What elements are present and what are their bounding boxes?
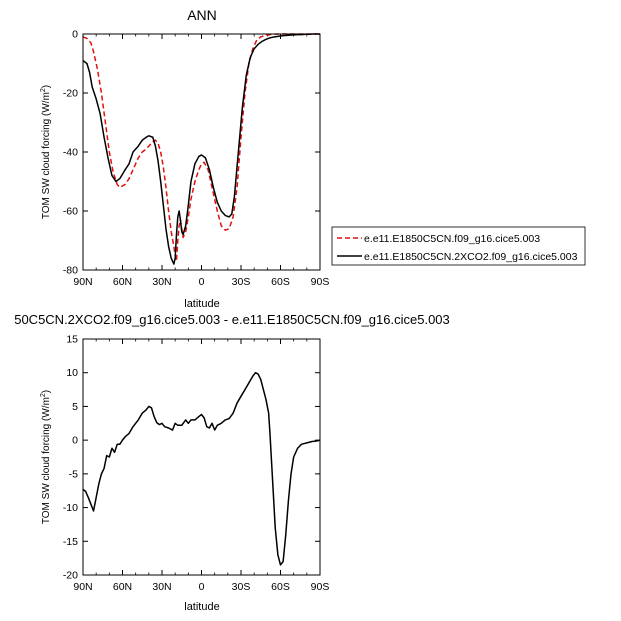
top-chart-y-label-sup: 2 [40,88,47,92]
series-line-1 [82,371,321,566]
legend: e.e11.E1850C5CN.f09_g16.cice5.003 e.e11.… [331,226,586,266]
top-chart-series-group [82,33,320,265]
series-line-1 [82,33,320,262]
bottom-chart-y-label-sup: 2 [40,393,47,397]
x-tick-label: 0 [199,581,205,593]
bottom-chart-frame [82,338,321,576]
top-chart-title: ANN [187,7,217,23]
bottom-chart-panel: 50C5CN.2XCO2.f09_g16.cice5.003 - e.e11.E… [14,312,450,613]
x-tick-label: 30S [232,276,251,288]
x-tick-label: 30N [152,276,171,288]
bottom-chart-series-group [82,371,321,566]
top-chart-frame [82,33,321,271]
y-tick-label: -5 [69,468,78,480]
x-tick-label: 60S [271,581,290,593]
x-tick-label: 90S [311,276,330,288]
top-chart-y-label-main: TOM SW cloud forcing (W/m [41,92,52,219]
y-tick-label: -40 [63,147,78,159]
top-chart-x-axis-label: latitude [184,298,219,310]
series-line-2 [82,33,320,265]
bottom-chart-x-axis-label: latitude [184,601,219,613]
x-tick-label: 60S [271,276,290,288]
y-tick-label: -60 [63,206,78,218]
top-chart-ticks: 90N 60N 30N 0 30S 60S 90S 0 -20 -40 -60 -80 [63,29,330,289]
bottom-chart-title: 50C5CN.2XCO2.f09_g16.cice5.003 - e.e11.E… [14,312,450,327]
y-tick-label: -15 [63,536,78,548]
x-tick-label: 30N [152,581,171,593]
legend-label-series-1: e.e11.E1850C5CN.f09_g16.cice5.003 [364,233,540,245]
bottom-chart-y-label-main: TOM SW cloud forcing (W/m [41,397,52,524]
y-tick-label: -80 [63,265,78,277]
bottom-chart-y-axis-label: TOM SW cloud forcing (W/m2) [40,390,52,524]
y-tick-label: -10 [63,502,78,514]
x-tick-label: 0 [199,276,205,288]
legend-box [331,226,586,266]
bottom-chart-y-label-close: ) [41,390,52,393]
x-tick-label: 60N [113,276,132,288]
x-tick-label: 90N [73,276,92,288]
x-tick-label: 60N [113,581,132,593]
legend-label-series-2: e.e11.E1850C5CN.2XCO2.f09_g16.cice5.003 [364,251,578,263]
top-chart-y-label-close: ) [41,85,52,88]
y-tick-label: 10 [66,367,78,379]
top-chart-panel: ANN latitude TOM SW cloud forcing (W/m2)… [40,7,329,310]
x-tick-label: 90N [73,581,92,593]
y-tick-label: 15 [66,334,78,346]
x-tick-label: 30S [232,581,251,593]
top-chart-y-axis-label: TOM SW cloud forcing (W/m2) [40,85,52,219]
y-tick-label: 0 [72,29,78,41]
x-tick-label: 90S [311,581,330,593]
y-tick-label: -20 [63,88,78,100]
y-tick-label: -20 [63,570,78,582]
bottom-chart-ticks: 90N 60N 30N 0 30S 60S 90S 15 10 5 0 -5 -10 -15 -20 [63,334,330,594]
y-tick-label: 5 [72,401,78,413]
y-tick-label: 0 [72,435,78,447]
